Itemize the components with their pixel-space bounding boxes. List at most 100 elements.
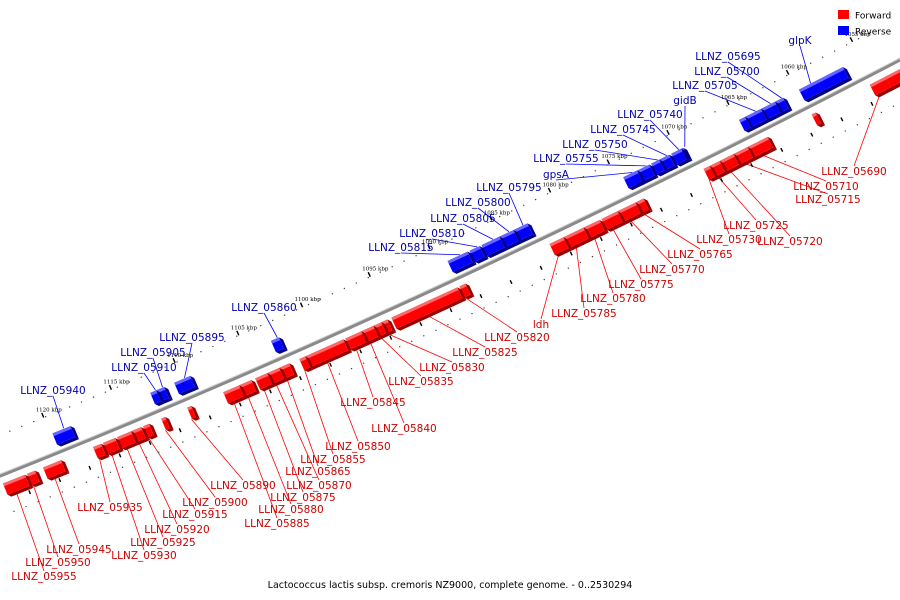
scale-dot <box>786 74 788 77</box>
gene-block-rev-2 <box>835 67 853 84</box>
leader-line <box>628 218 673 265</box>
gene-block-LLNZ_05910 <box>150 390 165 406</box>
scale-dot <box>760 173 762 175</box>
scale-dot <box>666 134 668 137</box>
gene-block-LLNZ_05845 <box>345 331 371 352</box>
minor-tick <box>118 453 122 458</box>
scale-dot <box>158 451 160 453</box>
gene-label-reverse: LLNZ_05750 <box>562 139 627 151</box>
gene-block-LLNZ_05895 <box>174 375 199 396</box>
scale-dot <box>140 376 142 378</box>
tick-label: 1105 kbp <box>231 325 258 331</box>
gene-block-rev-extra-1 <box>739 116 755 133</box>
leader-line <box>704 90 756 112</box>
gene-label-forward: LLNZ_05935 <box>77 502 142 514</box>
scale-dot <box>832 136 834 138</box>
scale-dot <box>423 335 425 337</box>
gene-label-reverse: LLNZ_05700 <box>694 66 759 78</box>
gene-label-forward: LLNZ_05820 <box>484 332 549 344</box>
gene-label-forward: LLNZ_05920 <box>144 524 209 536</box>
genome-backbone <box>0 58 900 478</box>
gene-block-LLNZ_05890 <box>187 405 200 421</box>
minor-tick <box>389 335 393 340</box>
gene-label-forward: LLNZ_05900 <box>182 497 247 509</box>
scale-dot <box>170 446 172 448</box>
scale-dot <box>260 325 262 327</box>
minor-tick <box>509 279 513 285</box>
scale-dot <box>314 383 317 386</box>
gene-label-forward: LLNZ_05775 <box>608 279 673 291</box>
scale-dot <box>451 238 453 240</box>
scale-dot <box>307 303 310 306</box>
scale-dot <box>857 38 860 40</box>
leader-line <box>708 179 730 235</box>
tick-label: 1115 kbp <box>103 380 130 386</box>
scale-dot <box>338 373 341 375</box>
leader-line <box>275 382 320 481</box>
gene-block-rev-extra-0 <box>631 170 647 187</box>
scale-dot <box>374 357 377 359</box>
tick-label: 1110 kbp <box>167 353 194 359</box>
leader-line <box>379 336 422 377</box>
leader-line <box>184 342 193 378</box>
scale-dot <box>37 501 39 503</box>
gene-block-LLNZ_05695 <box>774 97 793 115</box>
scale-dot <box>367 276 369 279</box>
tick-mark <box>172 357 176 364</box>
gene-block-LLNZ_05815 <box>447 251 477 274</box>
gene-label-forward: LLNZ_05830 <box>419 362 484 374</box>
gene-block-LLNZ_05875 <box>255 373 277 392</box>
minor-tick <box>419 321 423 327</box>
gene-label-forward: LLNZ_05885 <box>244 518 309 530</box>
leader-line <box>138 441 178 525</box>
scale-dot <box>567 267 570 269</box>
scale-dot <box>386 351 389 353</box>
gene-block-LLNZ_05710 <box>747 136 777 160</box>
leader-line <box>743 162 829 195</box>
gene-label-reverse: LLNZ_05740 <box>617 109 682 121</box>
scale-dot <box>164 366 166 368</box>
minor-tick <box>359 349 363 354</box>
scale-dot <box>507 295 509 298</box>
scale-dot <box>471 312 473 315</box>
gene-label-reverse: LLNZ_05815 <box>368 242 433 254</box>
scale-dot <box>459 318 461 320</box>
gene-label-reverse: LLNZ_05695 <box>695 51 760 63</box>
scale-dot <box>362 362 365 364</box>
tick-mark <box>367 271 371 278</box>
scale-dot <box>68 406 71 408</box>
gene-label-forward: LLNZ_05770 <box>639 264 704 276</box>
scale-dot <box>61 491 63 493</box>
minor-tick <box>208 415 212 420</box>
scale-dot <box>531 284 533 287</box>
tick-label: 1090 kbp <box>422 239 449 245</box>
leader-line <box>611 227 642 280</box>
scale-dot <box>664 220 666 223</box>
leader-line <box>98 457 111 503</box>
gene-label-forward: LLNZ_05950 <box>25 557 90 569</box>
scale-dot <box>44 416 47 418</box>
scale-dot <box>606 164 609 166</box>
scale-dot <box>808 148 810 151</box>
leader-line <box>304 370 334 455</box>
tick-mark <box>299 302 304 308</box>
gene-label-forward: ldh <box>533 319 549 331</box>
leader-line <box>799 45 812 84</box>
minor-tick <box>479 294 483 299</box>
gene-block-LLNZ_05935 <box>93 443 110 461</box>
scale-dot <box>427 249 429 251</box>
scale-dot <box>820 142 822 145</box>
scale-dot <box>355 282 358 284</box>
scale-dot <box>774 80 776 83</box>
gene-label-forward: LLNZ_05915 <box>162 509 227 521</box>
leader-line <box>247 395 292 505</box>
scale-dot <box>892 105 895 107</box>
leader-line <box>32 484 59 558</box>
scale-dot <box>558 187 561 189</box>
scale-dot <box>447 324 449 326</box>
scale-dot <box>13 510 15 513</box>
scale-dot <box>543 278 545 281</box>
scale-dot <box>254 410 256 412</box>
scale-dot <box>109 471 112 474</box>
leader-line <box>143 372 156 391</box>
